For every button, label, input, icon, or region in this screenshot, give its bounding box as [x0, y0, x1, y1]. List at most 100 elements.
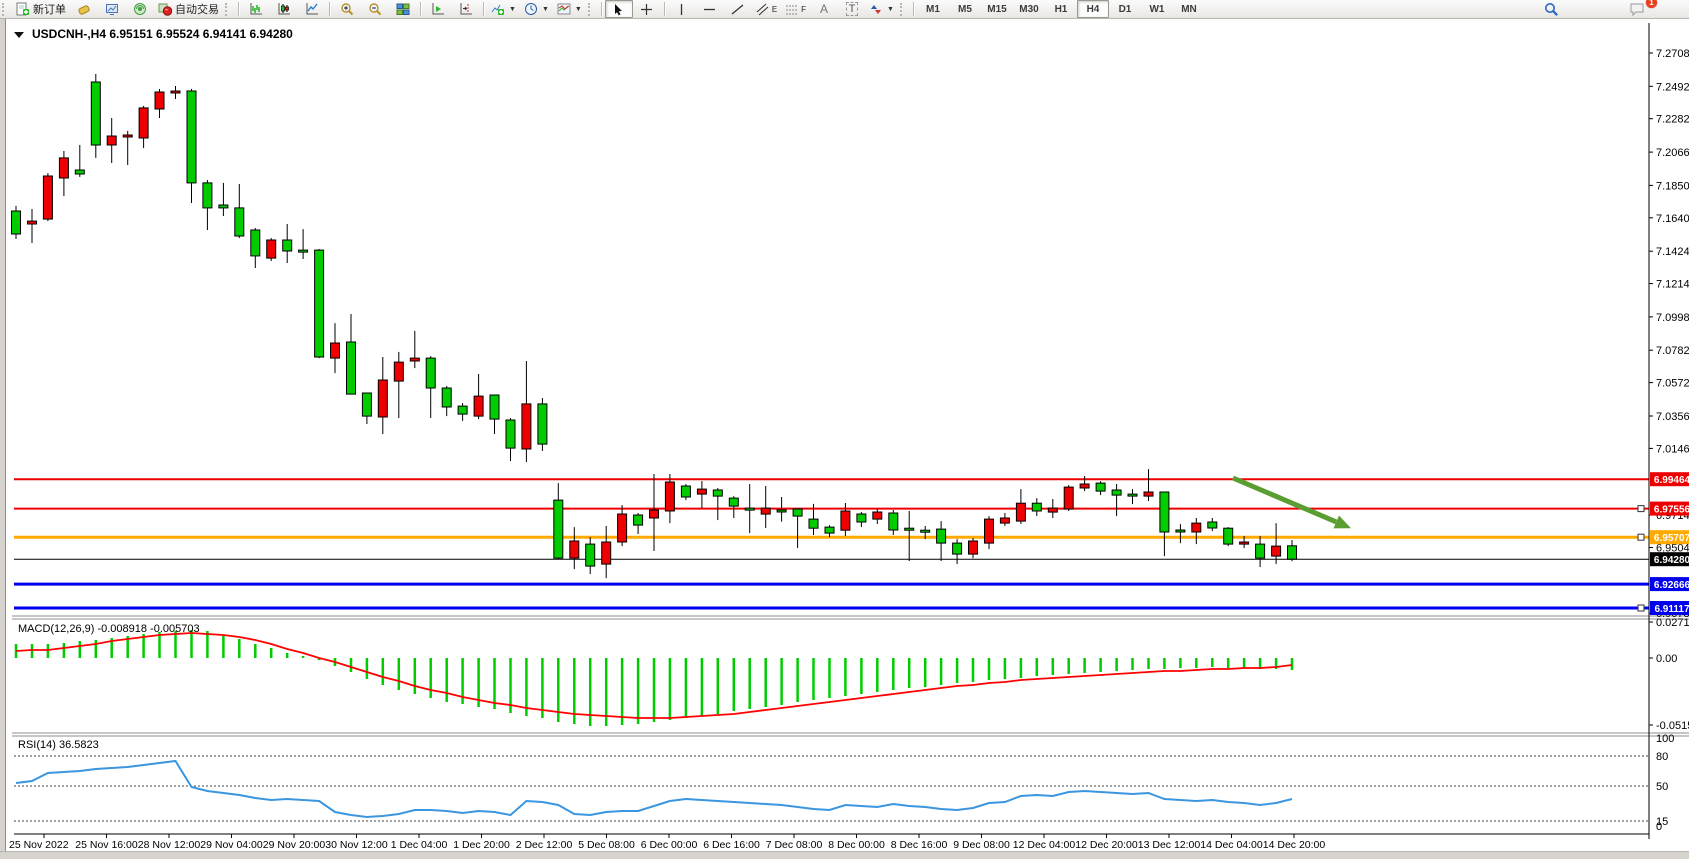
dropdown-caret: ▼ [574, 5, 582, 13]
svg-text:1 Dec 04:00: 1 Dec 04:00 [391, 839, 448, 851]
svg-text:7.20660: 7.20660 [1656, 147, 1689, 159]
toolbar-grip [587, 2, 596, 16]
trendline-tool-button[interactable] [724, 0, 752, 18]
price-line-badges: 6.99464 6.97556 6.95707 6.94280 6.92666 6.911… [1650, 472, 1689, 615]
label-tool-letter: T [845, 2, 859, 16]
timeframe-h4-button[interactable]: H4 [1076, 0, 1109, 18]
svg-text:8 Dec 00:00: 8 Dec 00:00 [828, 839, 885, 851]
chart-canvas[interactable]: 7.27080 7.24920 7.22820 7.20660 7.18500 7.164… [6, 19, 1689, 852]
zoom-in-icon [341, 3, 354, 16]
search-icon [1544, 2, 1558, 16]
svg-text:12 Dec 04:00: 12 Dec 04:00 [1013, 839, 1076, 851]
fibonacci-tool-button[interactable]: F [781, 0, 810, 18]
toolbar-separator [238, 2, 239, 16]
arrows-tool-button[interactable]: ▼ [866, 0, 898, 18]
svg-text:6.94280: 6.94280 [1654, 555, 1689, 566]
tile-windows-icon [396, 3, 410, 15]
svg-text:7.01460: 7.01460 [1656, 443, 1689, 455]
periods-icon [524, 3, 537, 15]
autotrade-button[interactable]: 自动交易 [154, 0, 223, 18]
search-button[interactable] [1537, 0, 1565, 18]
svg-text:30 Nov 12:00: 30 Nov 12:00 [325, 839, 388, 851]
axes: 7.27080 7.24920 7.22820 7.20660 7.18500 7.164… [9, 23, 1689, 851]
publish-button[interactable] [98, 0, 126, 18]
rsi-line [15, 759, 1293, 819]
new-order-button[interactable]: 新订单 [12, 0, 70, 18]
svg-text:7.12140: 7.12140 [1656, 279, 1689, 291]
timeframe-m30-button[interactable]: M30 [1019, 3, 1039, 15]
vertical-line-tool-button[interactable] [668, 0, 696, 18]
chart-shift-icon [460, 3, 472, 15]
crosshair-icon [641, 3, 653, 15]
svg-text:7.03560: 7.03560 [1656, 411, 1689, 423]
main-toolbar: 新订单 自动交易 ▼ ▼ [0, 0, 1689, 19]
trend-arrow[interactable] [1232, 475, 1351, 529]
bar-chart-button[interactable] [242, 0, 270, 18]
chart-window: 7.27080 7.24920 7.22820 7.20660 7.18500 7.164… [0, 18, 1689, 852]
line-selection-handle [1637, 604, 1645, 612]
timeframe-w1-button[interactable]: W1 [1149, 3, 1165, 15]
pane-backgrounds [12, 20, 1689, 852]
macd-indicator [14, 630, 1294, 726]
indicators-button[interactable]: ▼ [487, 0, 520, 18]
timeframe-m15-button[interactable]: M15 [987, 3, 1007, 15]
chart-title: USDCNH-,H4 6.95151 6.95524 6.94141 6.942… [32, 27, 293, 41]
svg-text:50: 50 [1656, 781, 1668, 793]
horizontal-lines[interactable] [14, 478, 1649, 612]
chart-shift-button[interactable] [452, 0, 480, 18]
text-tool-button[interactable]: A [810, 0, 838, 18]
toolbar-grip [225, 2, 233, 16]
channel-tool-button[interactable]: E [752, 0, 781, 18]
toolbar-separator [329, 2, 330, 16]
svg-text:7.22820: 7.22820 [1656, 114, 1689, 126]
eraser-icon [78, 5, 90, 15]
eraser-button[interactable] [70, 0, 98, 18]
zoom-out-button[interactable] [361, 0, 389, 18]
candle-chart-button[interactable] [270, 0, 298, 18]
svg-text:7.16400: 7.16400 [1656, 213, 1689, 225]
svg-text:14 Dec 20:00: 14 Dec 20:00 [1263, 839, 1326, 851]
toolbar-separator [420, 2, 421, 16]
text-tool-letter: A [820, 2, 829, 16]
publish-icon [106, 4, 118, 15]
horizontal-line-tool-button[interactable] [696, 0, 724, 18]
auto-scroll-button[interactable] [424, 0, 452, 18]
timeframe-m1-button[interactable]: M1 [926, 3, 940, 15]
toolbar-grip [2, 2, 10, 16]
window-bottom-strip [0, 851, 1689, 859]
templates-button[interactable]: ▼ [553, 0, 586, 18]
cursor-tool-button[interactable] [604, 0, 633, 18]
svg-text:7.14240: 7.14240 [1656, 246, 1689, 258]
zoom-in-button[interactable] [333, 0, 361, 18]
svg-text:28 Nov 12:00: 28 Nov 12:00 [138, 839, 201, 851]
svg-text:5 Dec 08:00: 5 Dec 08:00 [578, 839, 635, 851]
svg-text:6.95707: 6.95707 [1654, 533, 1689, 544]
notification-badge: 1 [1646, 0, 1657, 8]
signal-button[interactable] [126, 0, 154, 18]
candle-chart-icon [278, 3, 290, 15]
tile-windows-button[interactable] [389, 0, 417, 18]
label-tool-button[interactable]: T [838, 0, 866, 18]
periods-button[interactable]: ▼ [520, 0, 553, 18]
dropdown-caret: ▼ [887, 5, 894, 13]
timeframe-h1-button[interactable]: H1 [1054, 3, 1068, 15]
auto-scroll-icon [432, 3, 444, 15]
svg-text:29 Nov 04:00: 29 Nov 04:00 [200, 839, 263, 851]
rsi-indicator [14, 755, 1649, 822]
one-click-trading-toggle[interactable] [14, 32, 24, 38]
svg-text:14 Dec 04:00: 14 Dec 04:00 [1200, 839, 1263, 851]
dropdown-caret: ▼ [509, 5, 516, 13]
timeframe-mn-button[interactable]: MN [1181, 3, 1197, 15]
svg-text:6 Dec 16:00: 6 Dec 16:00 [703, 839, 760, 851]
timeframe-d1-button[interactable]: D1 [1118, 3, 1132, 15]
svg-text:0.00: 0.00 [1656, 653, 1677, 665]
notifications-button[interactable]: 1 [1623, 0, 1657, 18]
svg-text:6.92666: 6.92666 [1654, 580, 1689, 591]
crosshair-tool-button[interactable] [633, 0, 661, 18]
toolbar-separator [663, 2, 665, 16]
line-chart-button[interactable] [298, 0, 326, 18]
signal-icon [134, 3, 146, 15]
new-order-label: 新订单 [33, 4, 66, 16]
timeframe-m5-button[interactable]: M5 [958, 3, 972, 15]
